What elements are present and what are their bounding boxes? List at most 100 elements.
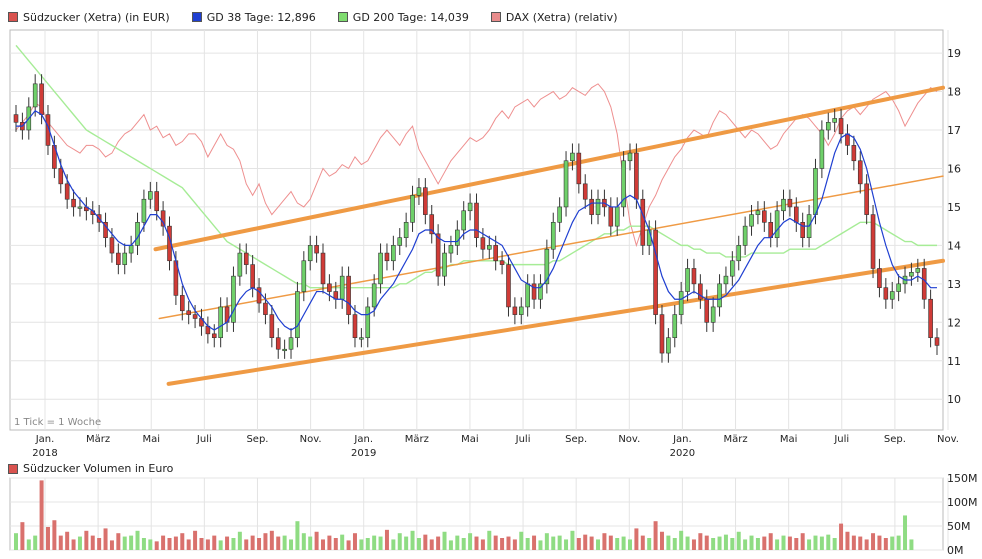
volume-bar — [883, 538, 888, 550]
candle-body — [934, 337, 940, 346]
volume-bar — [564, 539, 569, 550]
legend-item-suedzucker[interactable]: Südzucker (Xetra) (in EUR) — [8, 11, 170, 24]
candle-body — [480, 237, 486, 250]
candle-body — [819, 129, 825, 169]
legend-item-dax[interactable]: DAX (Xetra) (relativ) — [490, 10, 618, 24]
candle-body — [563, 160, 569, 208]
volume-bar — [711, 538, 716, 550]
volume-bar — [193, 530, 198, 550]
volume-bar — [103, 528, 108, 550]
candle-body — [717, 283, 722, 308]
candle-body — [672, 314, 678, 338]
candle-body — [320, 252, 326, 285]
volume-bar — [717, 536, 722, 550]
x-tick-month-label: März — [405, 434, 429, 445]
legend-item-gd200[interactable]: GD 200 Tage: 14,039 — [337, 11, 469, 24]
volume-bar — [442, 531, 447, 550]
volume-bar — [352, 533, 357, 550]
volume-bar — [161, 535, 166, 550]
legend-item-gd38[interactable]: GD 38 Tage: 12,896 — [191, 11, 316, 24]
volume-bar — [487, 530, 492, 550]
candle-body — [218, 306, 223, 338]
volume-bar — [397, 533, 402, 550]
x-tick-month-label: Mai — [142, 434, 160, 445]
volume-bar — [122, 536, 127, 550]
volume-bar — [289, 539, 294, 550]
candle-body — [685, 268, 690, 292]
volume-bar — [506, 536, 511, 550]
x-tick-year-label: 2020 — [670, 448, 695, 459]
volume-bar — [410, 530, 415, 550]
x-tick-month-label: Sep. — [565, 434, 587, 445]
volume-bar — [20, 522, 25, 550]
price-y-tick-label: 12 — [947, 316, 961, 329]
candle-body — [160, 210, 166, 227]
volume-bar — [141, 538, 146, 550]
candle-body — [595, 198, 601, 215]
candle-body — [851, 145, 857, 162]
volume-bar — [429, 539, 434, 550]
volume-bar — [615, 538, 620, 550]
volume-bar — [551, 536, 556, 550]
candle-body — [179, 295, 185, 312]
x-tick-month-label: Jan. — [35, 434, 55, 445]
volume-bar — [640, 535, 645, 550]
volume-bar — [845, 531, 850, 550]
volume-bar — [570, 530, 575, 550]
candle-body — [576, 152, 582, 185]
x-tick-year-label: 2019 — [351, 448, 376, 459]
volume-bar — [45, 526, 50, 550]
volume-y-tick-label: 100M — [947, 496, 978, 509]
candle-body — [787, 198, 793, 208]
candle-body — [231, 275, 236, 323]
candle-body — [141, 198, 147, 223]
candle-body — [755, 210, 761, 215]
candle-body — [928, 298, 933, 338]
volume-bar — [212, 535, 217, 550]
volume-bar — [672, 538, 677, 550]
volume-bar — [77, 536, 82, 550]
volume-bar — [71, 539, 76, 550]
tick-note: 1 Tick = 1 Woche — [14, 417, 102, 428]
volume-bar — [167, 538, 172, 550]
candle-body — [448, 245, 454, 254]
volume-bar — [647, 538, 652, 550]
volume-bar — [602, 533, 607, 550]
candle-body — [327, 283, 332, 292]
candle-body — [621, 160, 626, 208]
candle-body — [614, 206, 620, 227]
candle-body — [570, 152, 575, 162]
candle-body — [883, 287, 889, 300]
candle-body — [634, 152, 639, 200]
candle-body — [128, 245, 134, 254]
candle-body — [429, 214, 435, 235]
volume-bar — [276, 536, 281, 550]
legend-swatch-suedzucker — [8, 12, 18, 22]
candle-body — [455, 229, 460, 246]
legend-label-dax: DAX (Xetra) (relativ) — [505, 10, 618, 24]
candle-body — [742, 225, 748, 246]
volume-bar — [218, 540, 223, 550]
candle-body — [148, 191, 153, 200]
candle-body — [723, 275, 729, 285]
volume-bar — [468, 533, 473, 550]
volume-bar — [493, 535, 498, 550]
volume-bar — [839, 523, 844, 550]
candle-body — [774, 210, 780, 238]
candle-body — [269, 314, 275, 338]
volume-bar — [659, 531, 664, 550]
volume-bar — [871, 533, 876, 550]
candle-body — [813, 168, 818, 215]
volume-bar — [308, 536, 313, 550]
volume-bar — [250, 535, 255, 550]
candle-body — [301, 260, 307, 292]
volume-bar — [359, 539, 364, 550]
candle-body — [186, 310, 191, 315]
candle-body — [544, 248, 550, 285]
candle-body — [730, 260, 735, 277]
volume-bar — [877, 535, 882, 550]
candle-body — [640, 198, 646, 246]
candle-body — [550, 222, 556, 250]
trend-line — [166, 258, 945, 386]
candle-body — [800, 222, 805, 238]
